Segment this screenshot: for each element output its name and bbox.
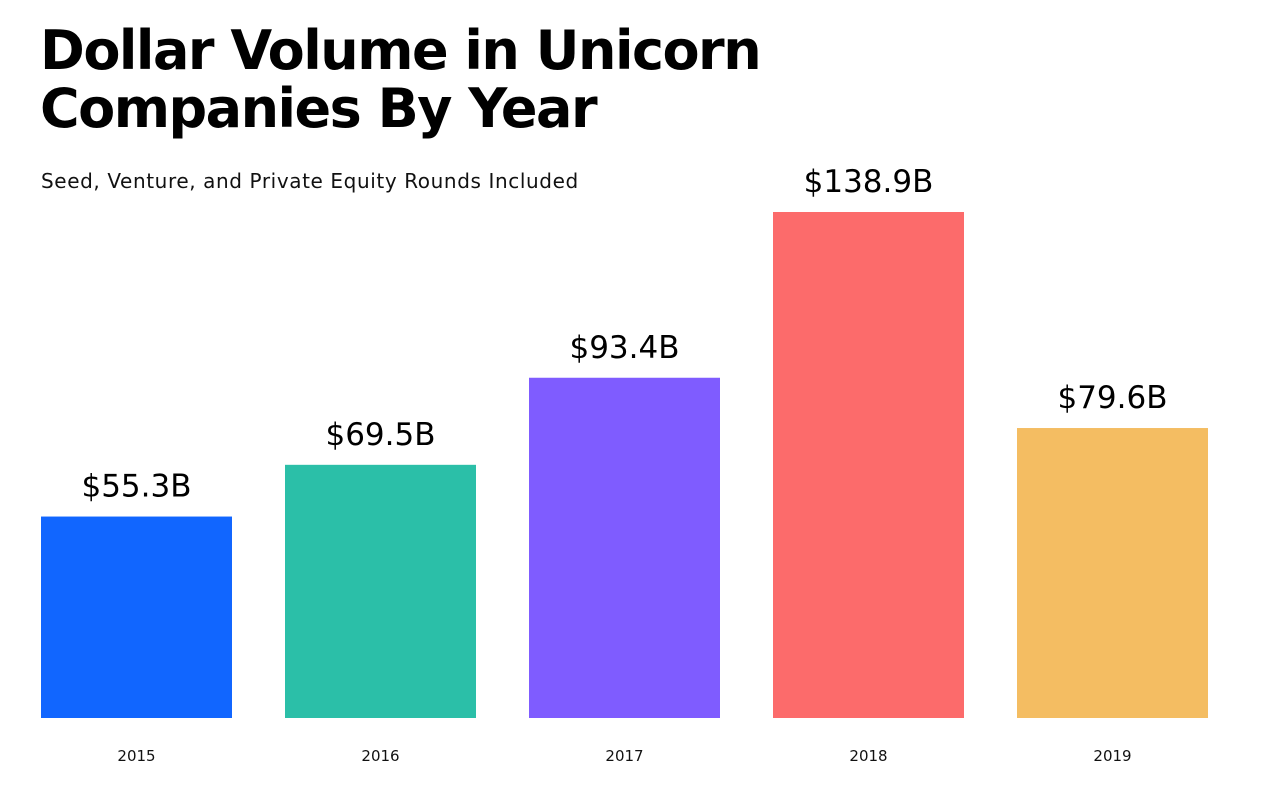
chart-title-line-1: Dollar Volume in Unicorn (40, 19, 762, 82)
chart-title: Dollar Volume in Unicorn Companies By Ye… (40, 22, 800, 138)
data-label-2018: $138.9B (804, 164, 934, 200)
bar-2015 (41, 516, 232, 718)
chart-title-line-2: Companies By Year (40, 77, 598, 140)
bar-2016 (285, 464, 476, 718)
chart-subtitle: Seed, Venture, and Private Equity Rounds… (41, 169, 579, 193)
x-tick-label-2015: 2015 (117, 747, 155, 765)
data-label-2015: $55.3B (81, 469, 191, 505)
bar-2017 (529, 377, 720, 718)
x-tick-label-2019: 2019 (1093, 747, 1131, 765)
bar-2018 (773, 212, 964, 718)
data-label-2019: $79.6B (1057, 380, 1167, 416)
data-label-2017: $93.4B (569, 330, 679, 366)
x-tick-label-2018: 2018 (849, 747, 887, 765)
x-tick-label-2017: 2017 (605, 747, 643, 765)
data-label-2016: $69.5B (325, 417, 435, 453)
x-tick-label-2016: 2016 (361, 747, 399, 765)
bar-2019 (1017, 428, 1208, 718)
